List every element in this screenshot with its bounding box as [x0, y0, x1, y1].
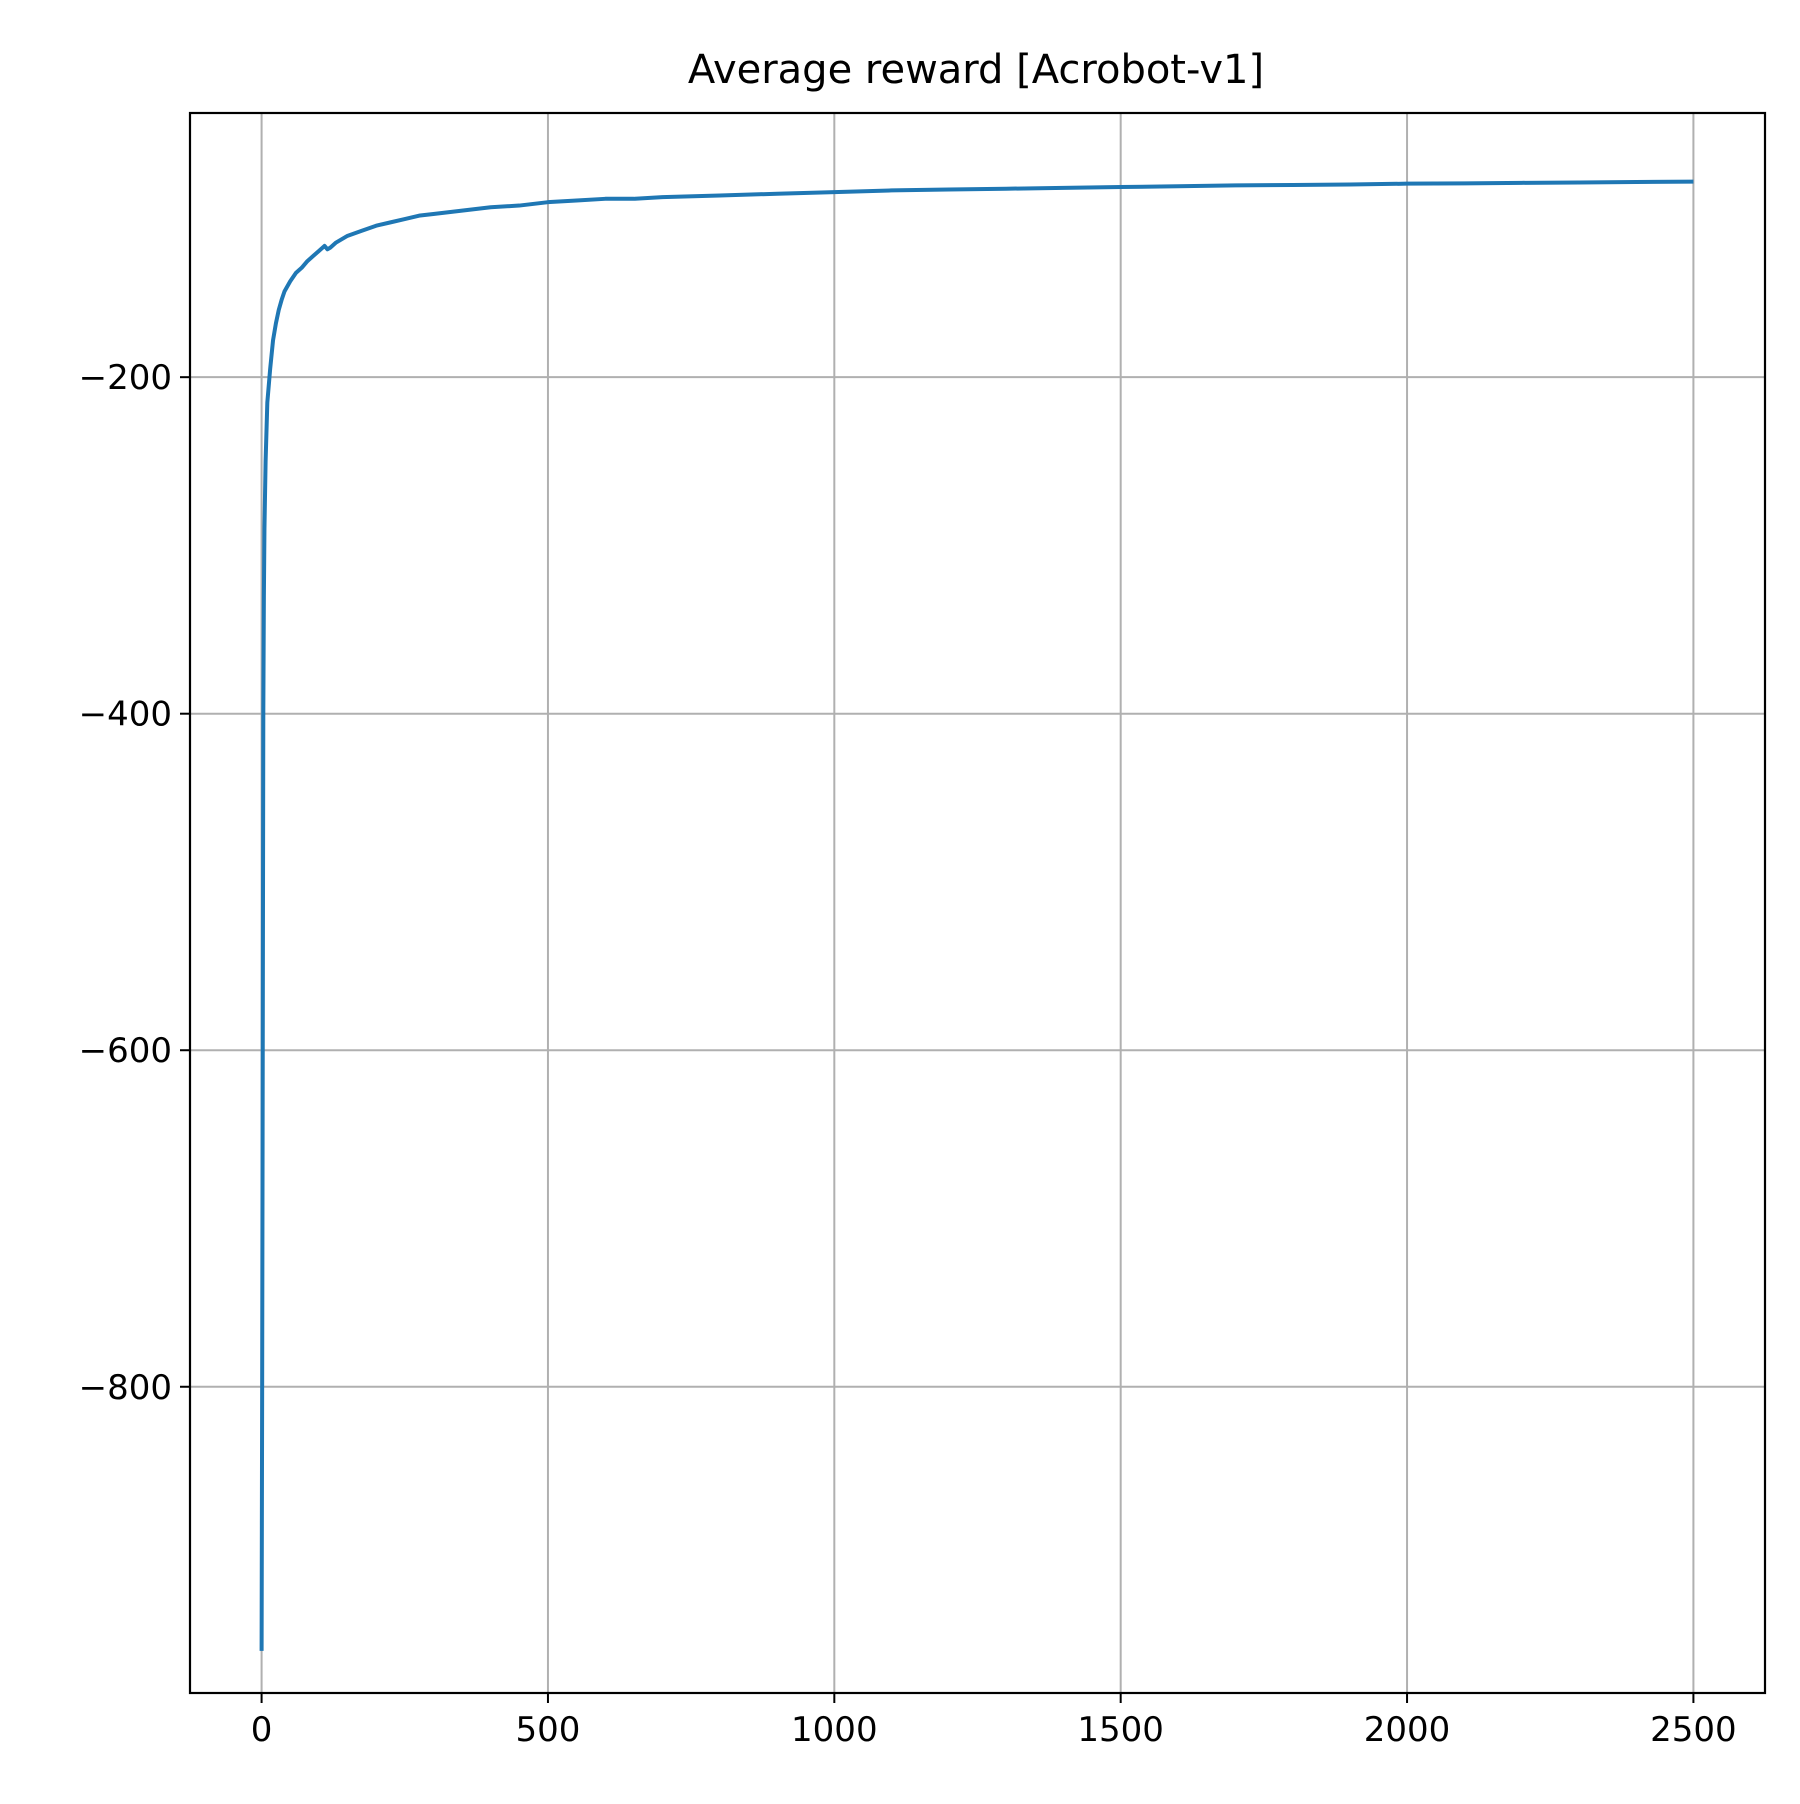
chart-title: Average reward [Acrobot-v1] — [688, 47, 1264, 93]
x-tick-label: 1000 — [791, 1710, 878, 1750]
plot-frame — [188, 111, 1767, 1695]
x-tick-label: 1500 — [1077, 1710, 1164, 1750]
series-line-0 — [259, 179, 1694, 1651]
y-tick-label: −200 — [79, 358, 172, 398]
grid-lines — [190, 113, 1765, 1693]
x-tick-label: 2500 — [1650, 1710, 1737, 1750]
x-tick-label: 500 — [516, 1710, 581, 1750]
series-layer — [259, 179, 1694, 1651]
y-axis: −200 −400 −600 −800 — [79, 358, 190, 1408]
y-tick-label: −800 — [79, 1368, 172, 1408]
x-tick-label: 2000 — [1364, 1710, 1451, 1750]
y-tick-label: −400 — [79, 695, 172, 735]
y-tick-label: −600 — [79, 1031, 172, 1071]
x-axis: 0 500 1000 1500 2000 2500 — [251, 1693, 1737, 1750]
x-tick-label: 0 — [251, 1710, 273, 1750]
